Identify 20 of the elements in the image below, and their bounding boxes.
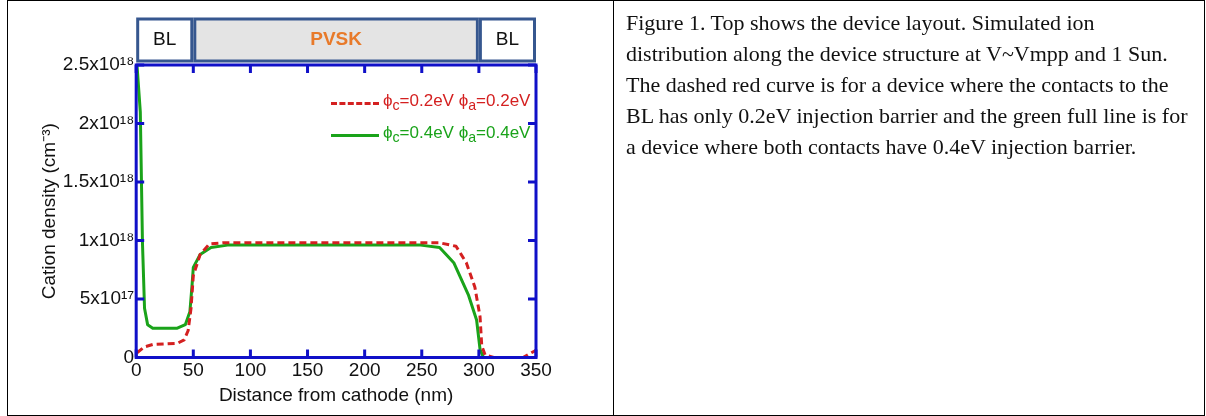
text: BL (153, 28, 177, 50)
y-tick-label: 1.5x10¹⁸ (62, 170, 135, 192)
y-tick-label: 1x10¹⁸ (78, 228, 135, 250)
y-tick-label: 2x10¹⁸ (78, 111, 135, 133)
x-tick-label: 350 (520, 359, 552, 381)
x-tick-label: 50 (182, 359, 204, 381)
x-tick-label: 250 (405, 359, 438, 381)
text: BL (495, 28, 520, 50)
y-tick-label: 2.5x10¹⁸ (62, 53, 135, 75)
x-axis-title: Distance from cathode (nm) (218, 383, 454, 405)
y-tick-label: 5x10¹⁷ (79, 287, 135, 309)
text: PVSK (310, 28, 363, 50)
caption: Figure 1. Top shows the device layout. Simulated ion distribution along the device structure at V~Vmpp and 1 Sun. The dashed red curve is for a device where the contacts to the BL has only 0.2eV injection barrier and the green full line is for a device where both contacts have 0.4eV injection barrier. (626, 9, 1189, 161)
x-tick-label: 200 (348, 359, 381, 381)
y-axis-title: Cation density (cm⁻³) (37, 123, 59, 300)
x-tick-label: 150 (291, 359, 324, 381)
x-tick-label: 300 (463, 359, 495, 381)
legend-label: ϕ$_{c}$=0.2eV ϕ$_{a}$=0.2eV (383, 90, 531, 116)
x-tick-label: 100 (234, 359, 267, 381)
legend-label: ϕ$_{c}$=0.4eV ϕ$_{a}$=0.4eV (383, 122, 531, 148)
